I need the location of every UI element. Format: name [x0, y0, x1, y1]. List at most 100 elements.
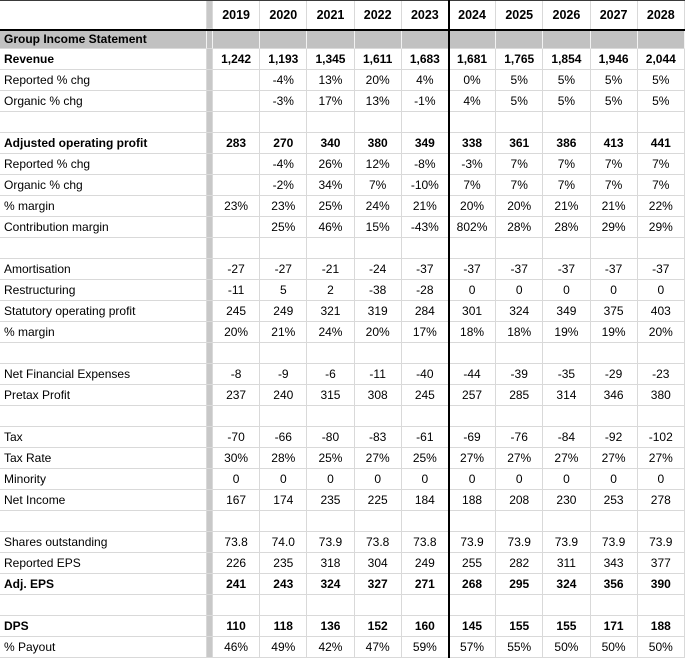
table-cell[interactable]: 21% [590, 196, 638, 217]
table-cell[interactable]: -27 [213, 259, 261, 280]
spacer-row-cell[interactable] [213, 343, 261, 364]
table-cell[interactable]: -92 [590, 427, 638, 448]
row-label[interactable]: Statutory operating profit [0, 301, 207, 322]
table-cell[interactable]: 15% [354, 217, 402, 238]
table-cell[interactable]: 5% [637, 91, 685, 112]
corner-cell[interactable] [0, 0, 207, 29]
row-label[interactable]: Amortisation [0, 259, 207, 280]
row-label[interactable]: Net Financial Expenses [0, 364, 207, 385]
table-cell[interactable]: -37 [496, 259, 544, 280]
table-cell[interactable]: 20% [213, 322, 261, 343]
spacer-row-cell[interactable] [448, 511, 497, 532]
table-cell[interactable]: 413 [590, 133, 638, 154]
table-cell[interactable]: 7% [590, 175, 638, 196]
row-label[interactable]: % margin [0, 196, 207, 217]
table-cell[interactable]: 188 [448, 490, 497, 511]
table-cell[interactable]: -1% [401, 91, 449, 112]
table-cell[interactable]: 282 [496, 553, 544, 574]
table-cell[interactable]: 343 [590, 553, 638, 574]
spacer-row-cell[interactable] [496, 343, 544, 364]
table-cell[interactable]: 327 [354, 574, 402, 595]
table-cell[interactable]: 340 [307, 133, 355, 154]
year-header[interactable]: 2026 [543, 0, 591, 29]
table-cell[interactable] [213, 217, 261, 238]
table-cell[interactable]: -43% [401, 217, 449, 238]
table-cell[interactable]: 241 [213, 574, 261, 595]
spacer-row-cell[interactable] [448, 595, 497, 616]
spacer-row-cell[interactable] [213, 112, 261, 133]
row-label[interactable]: Tax Rate [0, 448, 207, 469]
table-cell[interactable]: -27 [260, 259, 308, 280]
table-cell[interactable]: -70 [213, 427, 261, 448]
table-cell[interactable]: 19% [543, 322, 591, 343]
table-cell[interactable]: -23 [637, 364, 685, 385]
table-cell[interactable]: 7% [448, 175, 497, 196]
spacer-row-cell[interactable] [307, 595, 355, 616]
row-label[interactable]: Tax [0, 427, 207, 448]
table-cell[interactable]: 1,193 [260, 49, 308, 70]
row-label[interactable]: Adj. EPS [0, 574, 207, 595]
table-cell[interactable]: 13% [354, 91, 402, 112]
table-cell[interactable]: 268 [448, 574, 497, 595]
spacer-row-cell[interactable] [307, 406, 355, 427]
table-cell[interactable]: 240 [260, 385, 308, 406]
table-cell[interactable]: -37 [637, 259, 685, 280]
table-cell[interactable]: 390 [637, 574, 685, 595]
row-label[interactable]: Minority [0, 469, 207, 490]
table-cell[interactable]: 226 [213, 553, 261, 574]
year-header[interactable]: 2022 [355, 0, 402, 29]
spacer-row-cell[interactable] [260, 511, 308, 532]
table-cell[interactable]: -6 [307, 364, 355, 385]
table-cell[interactable]: 20% [354, 70, 402, 91]
table-cell[interactable]: 245 [213, 301, 261, 322]
spacer-row-cell[interactable] [543, 595, 591, 616]
table-cell[interactable]: 19% [590, 322, 638, 343]
table-cell[interactable]: -37 [401, 259, 449, 280]
table-cell[interactable]: 349 [543, 301, 591, 322]
table-cell[interactable]: 5% [496, 70, 544, 91]
table-cell[interactable]: 0 [543, 280, 591, 301]
spacer-row-cell[interactable] [496, 511, 544, 532]
table-cell[interactable]: 235 [260, 553, 308, 574]
table-cell[interactable]: -29 [590, 364, 638, 385]
row-label[interactable]: Shares outstanding [0, 532, 207, 553]
table-cell[interactable]: -66 [260, 427, 308, 448]
table-cell[interactable]: 230 [543, 490, 591, 511]
spacer-row-label-cell[interactable] [0, 595, 207, 616]
table-cell[interactable]: 152 [354, 616, 402, 637]
table-cell[interactable]: 27% [354, 448, 402, 469]
year-header[interactable]: 2021 [307, 0, 355, 29]
spacer-row-cell[interactable] [213, 238, 261, 259]
table-cell[interactable]: 318 [307, 553, 355, 574]
table-cell[interactable]: 110 [213, 616, 261, 637]
table-cell[interactable]: -83 [354, 427, 402, 448]
spacer-row-cell[interactable] [543, 343, 591, 364]
table-cell[interactable]: -39 [496, 364, 544, 385]
spacer-row-cell[interactable] [637, 238, 685, 259]
spacer-row-cell[interactable] [496, 595, 544, 616]
spacer-row-cell[interactable] [354, 343, 402, 364]
table-cell[interactable]: 243 [260, 574, 308, 595]
table-cell[interactable]: 73.9 [496, 532, 544, 553]
table-cell[interactable]: 7% [354, 175, 402, 196]
table-cell[interactable]: 73.9 [590, 532, 638, 553]
table-cell[interactable]: 349 [401, 133, 449, 154]
table-cell[interactable]: 73.9 [448, 532, 497, 553]
table-cell[interactable]: 5% [590, 70, 638, 91]
table-cell[interactable]: 12% [354, 154, 402, 175]
row-label[interactable]: Reported % chg [0, 70, 207, 91]
spacer-row-cell[interactable] [448, 343, 497, 364]
row-label[interactable]: Restructuring [0, 280, 207, 301]
spacer-row-cell[interactable] [401, 406, 449, 427]
table-cell[interactable]: -44 [448, 364, 497, 385]
table-cell[interactable]: 1,242 [213, 49, 261, 70]
table-cell[interactable]: 2 [307, 280, 355, 301]
table-cell[interactable]: 324 [496, 301, 544, 322]
table-cell[interactable]: 324 [307, 574, 355, 595]
table-cell[interactable]: 27% [637, 448, 685, 469]
table-cell[interactable]: 0% [448, 70, 497, 91]
table-cell[interactable]: -37 [448, 259, 497, 280]
table-cell[interactable] [213, 175, 261, 196]
spacer-row-label-cell[interactable] [0, 511, 207, 532]
spacer-row-cell[interactable] [637, 112, 685, 133]
